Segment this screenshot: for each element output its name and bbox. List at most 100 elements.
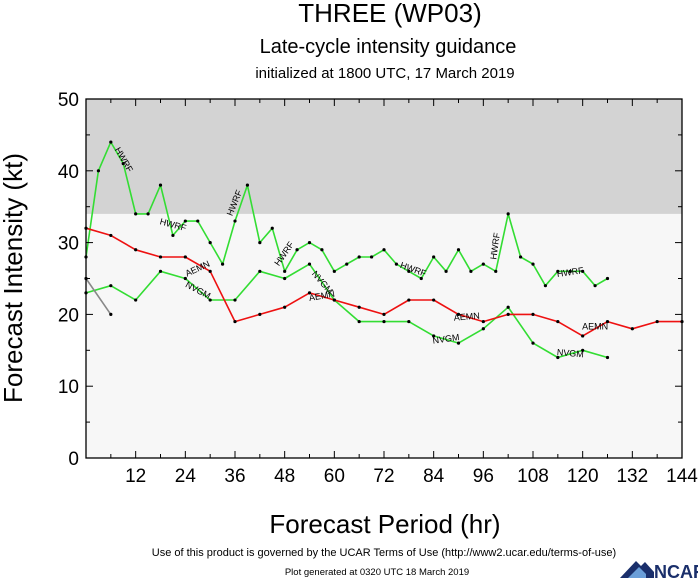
series-label-hwrf: HWRF	[488, 232, 502, 261]
data-point-aemn	[432, 298, 436, 302]
data-point-nvgm	[432, 334, 436, 338]
data-point-hwrf	[320, 248, 324, 252]
data-point-hwrf	[220, 262, 225, 266]
data-point-aemn	[158, 255, 163, 259]
data-point-aemn	[630, 327, 634, 331]
x-tick-label: 132	[616, 466, 648, 487]
x-tick-label: 72	[373, 466, 394, 487]
data-point-hwrf	[481, 262, 485, 266]
data-point-aemn	[208, 269, 212, 273]
data-point-hwrf	[121, 162, 125, 166]
data-point-hwrf	[506, 212, 510, 216]
x-tick-label: 60	[324, 466, 345, 487]
data-point-aemn	[556, 319, 560, 324]
data-point-nvgm	[183, 276, 187, 281]
data-point-hwrf	[295, 248, 299, 252]
data-point-nvgm	[456, 341, 461, 345]
data-point-hwrf	[382, 248, 386, 252]
data-point-hwrf	[332, 269, 336, 273]
ncar-logo: NCAR	[620, 561, 698, 580]
data-point-aemn	[357, 305, 361, 309]
data-point-aemn	[332, 298, 336, 302]
data-point-aemn	[655, 319, 659, 324]
data-point-hwrf	[456, 248, 461, 252]
series-label-hwrf: HWRF	[556, 265, 585, 279]
data-point-aemn	[581, 334, 585, 338]
data-point-hwrf	[208, 241, 212, 245]
data-point-hwrf	[568, 269, 572, 273]
y-tick-label: 30	[58, 234, 79, 255]
y-tick-label: 20	[58, 305, 79, 326]
data-point-nvgm	[258, 269, 262, 273]
axes: 0 10 20 30 40 50 12 24 36 48 60 72 84 96 108 120 132 144	[58, 90, 698, 487]
data-point-nvgm	[307, 262, 312, 266]
data-point-hwrf	[407, 269, 411, 273]
data-point-nvgm	[407, 319, 411, 324]
data-point-hwrf	[432, 255, 436, 259]
data-point-aemn	[481, 319, 485, 324]
y-tick-label: 40	[58, 162, 79, 183]
data-point-aemn	[506, 312, 510, 316]
chart-title: THREE (WP03)	[298, 0, 481, 28]
data-point-hwrf	[171, 233, 175, 238]
data-point-nvgm	[506, 305, 510, 309]
data-point-nvgm	[109, 284, 113, 288]
data-point-aemn	[134, 248, 138, 252]
series-label-aemn: AEMN	[453, 311, 480, 323]
data-point-hwrf	[556, 269, 560, 273]
x-tick-label: 36	[224, 466, 245, 487]
data-point-hwrf	[518, 255, 523, 259]
data-point-nvgm	[556, 355, 560, 360]
data-point-nvgm	[481, 327, 485, 331]
data-point-aemn	[456, 312, 461, 316]
data-point-nvgm	[382, 319, 386, 324]
data-point-hwrf	[183, 219, 187, 223]
data-point-hwrf	[283, 269, 287, 273]
chart-subtitle: Late-cycle intensity guidance	[260, 36, 517, 58]
data-point-nvgm	[581, 348, 585, 352]
series-label-aemn: AEMN	[308, 289, 335, 303]
data-point-hwrf	[96, 169, 101, 173]
plot-generated-time: Plot generated at 0320 UTC 18 March 2019	[285, 567, 469, 578]
ncar-logo-text: NCAR	[654, 562, 698, 580]
x-tick-label: 12	[125, 466, 146, 487]
x-tick-label: 48	[274, 466, 295, 487]
data-point-aemn	[109, 233, 113, 238]
data-point-nvgm	[134, 298, 138, 302]
x-tick-label: 84	[423, 466, 445, 487]
data-point-hwrf	[158, 183, 163, 187]
y-axis-title: Forecast Intensity (kt)	[0, 153, 28, 403]
x-tick-label: 120	[567, 466, 599, 487]
data-point-nvgm	[605, 355, 610, 360]
x-tick-label: 108	[517, 466, 549, 487]
data-point-hwrf	[134, 212, 138, 216]
data-point-hwrf	[307, 241, 312, 245]
series-label-nvgm: NVGM	[556, 347, 584, 359]
series-line-unnamed	[85, 278, 112, 315]
x-tick-label: 144	[666, 466, 698, 487]
data-point-nvgm	[158, 269, 163, 273]
data-point-hwrf	[258, 241, 262, 245]
ncar-logo-mark-light	[628, 567, 646, 578]
data-point-aemn	[605, 319, 610, 324]
shaded-region	[86, 99, 682, 214]
data-point-hwrf	[270, 226, 274, 230]
series-label-aemn: AEMN	[582, 322, 608, 332]
x-tick-label: 24	[175, 466, 197, 487]
data-point-hwrf	[146, 212, 150, 216]
x-tick-label: 96	[473, 466, 494, 487]
data-point-aemn	[283, 305, 287, 309]
terms-of-use: Use of this product is governed by the U…	[152, 547, 616, 559]
data-point-aemn	[258, 312, 262, 316]
x-axis-title: Forecast Period (hr)	[269, 509, 500, 539]
data-point-nvgm	[208, 298, 212, 302]
data-point-aemn	[307, 291, 312, 295]
series-label-nvgm: NVGM	[432, 332, 460, 346]
chart-init-time: initialized at 1800 UTC, 17 March 2019	[255, 65, 514, 82]
data-point-hwrf	[196, 219, 200, 223]
data-point-aemn	[183, 255, 187, 259]
data-point-nvgm	[357, 319, 361, 324]
data-point-hwrf	[233, 219, 237, 223]
